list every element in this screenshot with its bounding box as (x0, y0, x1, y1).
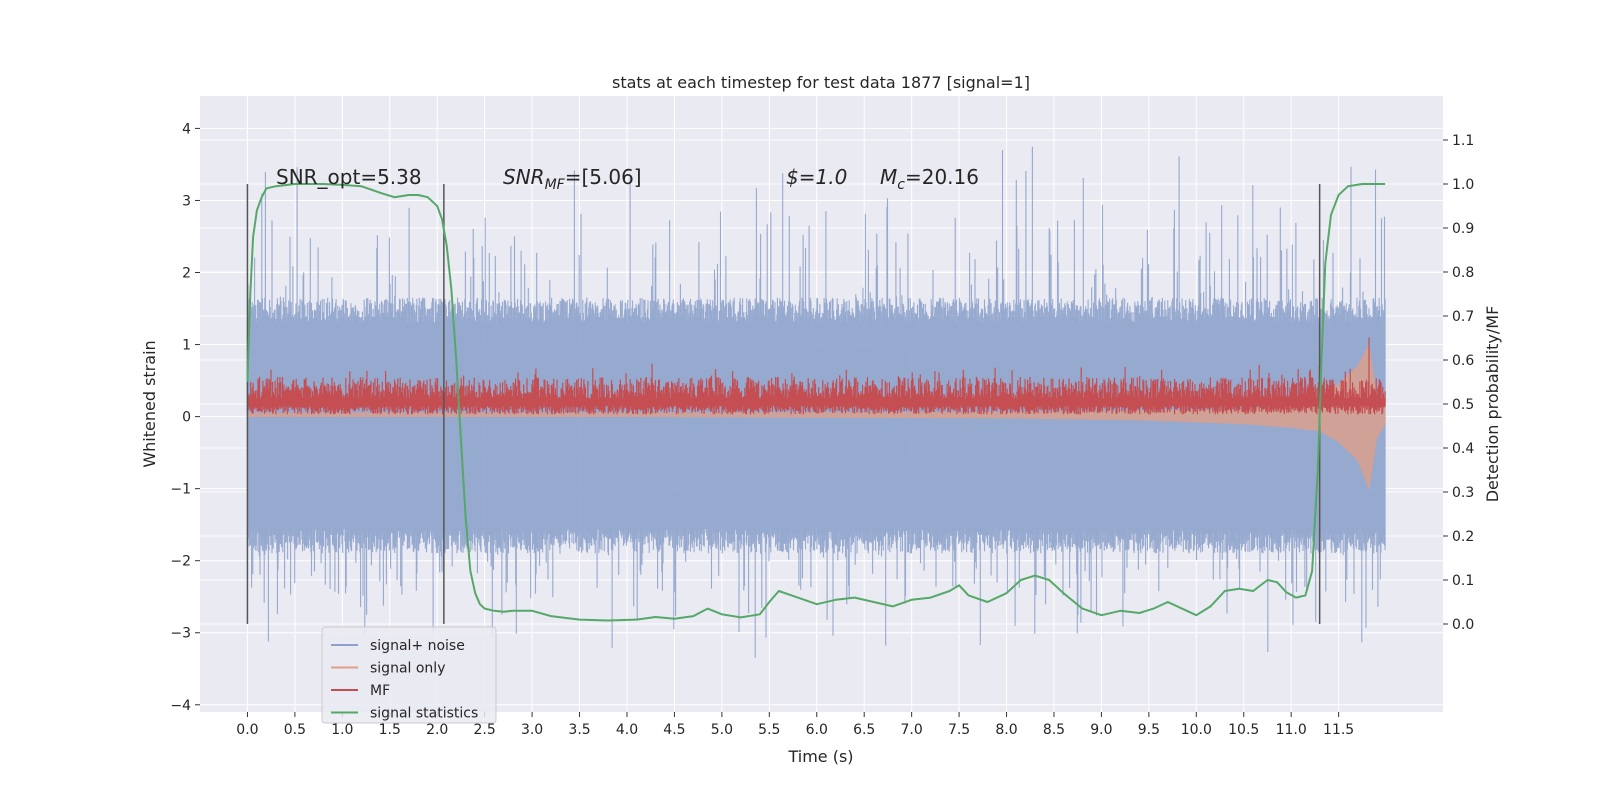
x-tick-label: 3.0 (521, 722, 543, 738)
y-axis-right-label: Detection probability/MF (1483, 306, 1502, 503)
x-tick-label: 9.0 (1090, 722, 1112, 738)
x-tick-label: 2.5 (474, 722, 496, 738)
y-right-tick-label: 0.0 (1452, 617, 1474, 633)
x-tick-label: 4.0 (616, 722, 638, 738)
legend-entry: signal statistics (370, 706, 478, 722)
annotation-s: $=1.0 (786, 165, 847, 189)
x-tick-label: 4.5 (663, 722, 685, 738)
x-tick-label: 0.0 (236, 722, 258, 738)
y-left-tick-label: −3 (170, 626, 191, 642)
annotation-mc-main: M (880, 165, 897, 189)
x-tick-label: 9.5 (1138, 722, 1160, 738)
annotation-mc-value: =20.16 (905, 165, 979, 189)
x-tick-label: 5.0 (711, 722, 733, 738)
annotation-snr-opt: SNR_opt=5.38 (276, 165, 422, 189)
y-right-tick-label: 0.3 (1452, 485, 1474, 501)
annotation-mc: Mc=20.16 (880, 165, 979, 193)
y-right-tick-label: 0.5 (1452, 397, 1474, 413)
x-tick-label: 1.5 (379, 722, 401, 738)
legend: signal+ noise signal only MF signal statist… (321, 626, 497, 724)
y-left-tick-label: −2 (170, 554, 191, 570)
x-tick-label: 7.5 (948, 722, 970, 738)
legend-entry: signal+ noise (370, 638, 465, 654)
x-tick-label: 5.5 (758, 722, 780, 738)
y-right-tick-label: 0.6 (1452, 353, 1474, 369)
x-tick-label: 11.5 (1323, 722, 1354, 738)
annotation-snr-mf: SNRMF=[5.06] (503, 165, 642, 193)
x-tick-label: 10.5 (1228, 722, 1259, 738)
y-left-tick-label: −4 (170, 698, 191, 714)
x-tick-label: 1.0 (331, 722, 353, 738)
x-tick-label: 7.0 (901, 722, 923, 738)
y-right-tick-label: 1.0 (1452, 177, 1474, 193)
annotation-snr-mf-main: SNR (503, 165, 545, 189)
x-tick-label: 11.0 (1276, 722, 1307, 738)
x-tick-label: 3.5 (568, 722, 590, 738)
y-left-tick-label: 2 (182, 266, 191, 282)
y-axis-left-label: Whitened strain (140, 340, 159, 467)
y-left-tick-label: −1 (170, 482, 191, 498)
x-tick-label: 10.0 (1181, 722, 1212, 738)
chart-title: stats at each timestep for test data 187… (612, 73, 1030, 92)
annotations: SNR_opt=5.38 SNRMF=[5.06] $=1.0 Mc=20.16 (276, 165, 979, 193)
x-axis-label: Time (s) (787, 747, 853, 766)
x-tick-label: 6.0 (806, 722, 828, 738)
x-tick-label: 2.0 (426, 722, 448, 738)
ticks: 0.0 0.5 1.0 1.5 2.0 2.5 3.0 3.5 4.0 4.5 5.0 5.5 6.0 6… (170, 121, 1474, 738)
y-right-tick-label: 0.7 (1452, 309, 1474, 325)
legend-entry: MF (370, 683, 390, 699)
y-right-tick-label: 0.1 (1452, 573, 1474, 589)
x-tick-label: 6.5 (853, 722, 875, 738)
series-signal-statistics (246, 183, 1386, 622)
x-tick-label: 8.0 (995, 722, 1017, 738)
annotation-snr-mf-value: =[5.06] (565, 165, 642, 189)
annotation-s-text: $=1.0 (786, 165, 847, 189)
legend-entry: signal only (370, 661, 445, 677)
y-right-tick-label: 0.9 (1452, 221, 1474, 237)
y-left-tick-label: 3 (182, 193, 191, 209)
legend-box (321, 626, 497, 724)
y-right-tick-label: 0.2 (1452, 529, 1474, 545)
annotation-mc-sub: c (897, 177, 905, 193)
signal-statistics-line (246, 183, 1386, 622)
x-tick-label: 8.5 (1043, 722, 1065, 738)
y-left-tick-label: 1 (182, 338, 191, 354)
y-left-tick-label: 0 (182, 410, 191, 426)
y-right-tick-label: 0.8 (1452, 265, 1474, 281)
annotation-snr-mf-sub: MF (545, 177, 566, 193)
y-right-tick-label: 1.1 (1452, 133, 1474, 149)
x-tick-label: 0.5 (284, 722, 306, 738)
y-right-tick-label: 0.4 (1452, 441, 1474, 457)
y-left-tick-label: 4 (182, 121, 191, 137)
